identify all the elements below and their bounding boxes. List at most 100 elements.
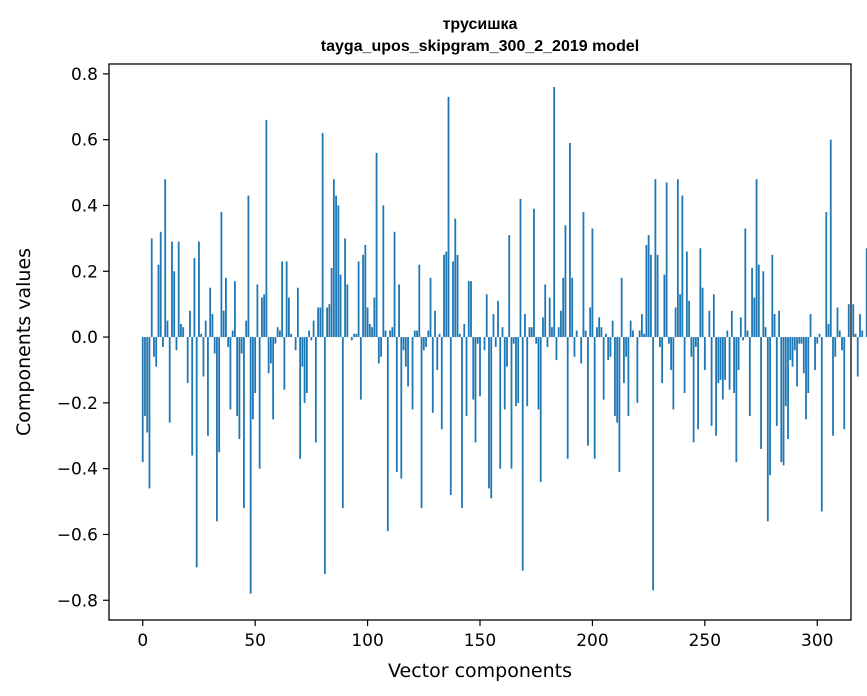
bar <box>422 337 425 351</box>
bar <box>474 337 477 443</box>
bar <box>521 337 524 571</box>
bar <box>281 261 284 338</box>
bar <box>834 337 837 357</box>
bar <box>587 337 589 446</box>
y-tick-label: −0.6 <box>57 525 98 545</box>
bar <box>771 254 774 338</box>
bar <box>411 337 414 410</box>
y-axis-ticks: −0.8 −0.6 −0.4 −0.2 0.0 0.2 0.4 0.6 0.8 <box>57 65 109 611</box>
bar <box>865 248 867 338</box>
bar <box>492 314 495 338</box>
bar <box>168 337 171 423</box>
bar <box>789 337 792 361</box>
bar <box>843 337 846 430</box>
bar <box>458 333 461 338</box>
bar <box>375 152 378 338</box>
bar <box>683 337 686 393</box>
bar <box>166 320 169 338</box>
bar <box>649 254 652 338</box>
bar <box>551 327 553 338</box>
bar <box>413 330 416 338</box>
bar <box>589 307 592 338</box>
bar <box>357 261 360 338</box>
bar <box>751 267 753 338</box>
bar <box>814 337 816 370</box>
bar <box>159 231 162 338</box>
bar <box>769 337 771 476</box>
bar <box>382 205 385 338</box>
bar <box>202 337 205 377</box>
bar <box>470 281 472 338</box>
bar <box>195 337 198 568</box>
bar <box>667 337 670 344</box>
x-axis-label: Vector components <box>388 660 572 682</box>
bar <box>807 337 810 393</box>
bar <box>717 337 720 384</box>
y-tick-label: 0.8 <box>71 65 98 85</box>
bar <box>440 337 443 430</box>
bar <box>189 310 191 338</box>
bar <box>346 284 349 338</box>
bar <box>542 317 544 338</box>
bar <box>724 337 726 380</box>
bar <box>314 337 317 443</box>
bar <box>488 337 490 489</box>
bar <box>629 320 632 338</box>
bar <box>269 337 272 364</box>
bar <box>431 337 434 413</box>
bar <box>263 294 266 338</box>
bar <box>726 330 729 338</box>
bar <box>679 294 682 338</box>
bar <box>510 337 513 469</box>
bar <box>562 277 565 338</box>
bar <box>276 327 279 338</box>
bar <box>213 337 216 354</box>
bar <box>643 333 646 338</box>
bar <box>809 314 812 338</box>
bar <box>326 307 328 338</box>
bar <box>854 333 857 338</box>
bar <box>575 330 578 338</box>
bar <box>465 337 468 417</box>
bar <box>730 310 733 338</box>
bar <box>157 264 160 338</box>
y-tick-label: −0.4 <box>57 460 98 480</box>
bar <box>261 297 263 338</box>
bar <box>330 267 333 338</box>
x-tick-label: 200 <box>576 631 608 651</box>
bar <box>796 337 798 387</box>
bar <box>341 337 344 509</box>
bar <box>274 337 277 344</box>
bar <box>614 337 616 417</box>
bar <box>746 330 749 338</box>
bar <box>173 271 176 338</box>
bar <box>350 337 353 341</box>
bar <box>670 337 673 370</box>
bar <box>238 337 241 440</box>
bar <box>571 277 574 338</box>
bar <box>456 254 459 338</box>
bar <box>544 284 547 338</box>
bar <box>548 297 551 338</box>
bar <box>418 264 421 338</box>
bar <box>802 337 805 374</box>
bar <box>353 333 355 338</box>
bar <box>593 337 596 459</box>
bar <box>539 337 542 482</box>
bar <box>791 337 794 367</box>
bar <box>652 337 655 591</box>
bars-group <box>141 87 867 594</box>
bar <box>787 337 789 440</box>
bar <box>764 327 767 338</box>
bar <box>780 337 783 463</box>
bar <box>211 314 214 338</box>
bar <box>310 337 313 341</box>
x-tick-label: 50 <box>244 631 266 651</box>
x-tick-label: 150 <box>464 631 496 651</box>
bar <box>404 337 407 367</box>
bar <box>553 87 556 338</box>
bar <box>685 251 688 338</box>
bar <box>407 337 409 387</box>
x-axis-ticks: 0 50 100 150 200 250 300 <box>137 620 833 651</box>
